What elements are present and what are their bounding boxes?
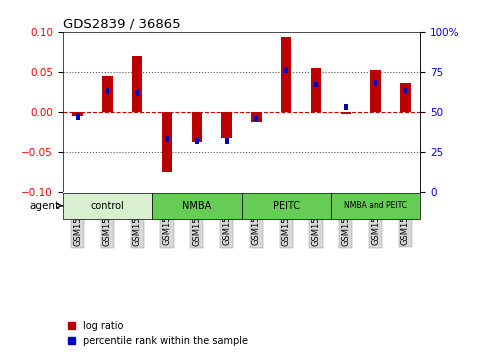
Bar	[102, 76, 113, 112]
Bar	[135, 90, 139, 96]
Bar	[314, 82, 318, 87]
Legend: log ratio, percentile rank within the sample: log ratio, percentile rank within the sa…	[68, 321, 248, 346]
Bar	[284, 68, 288, 73]
Bar	[221, 112, 232, 138]
Bar	[344, 104, 348, 110]
Bar	[195, 138, 199, 143]
Bar	[281, 38, 291, 112]
Bar	[255, 115, 258, 121]
Bar	[192, 112, 202, 142]
Bar	[105, 88, 110, 94]
Bar	[251, 112, 262, 121]
FancyBboxPatch shape	[331, 193, 420, 219]
Bar	[225, 138, 228, 143]
Text: agent: agent	[29, 201, 60, 211]
Bar	[400, 83, 411, 112]
Bar	[162, 112, 172, 172]
Bar	[311, 68, 321, 112]
FancyBboxPatch shape	[152, 193, 242, 219]
Bar	[403, 88, 407, 94]
Bar	[341, 112, 351, 114]
Text: control: control	[91, 201, 124, 211]
Bar	[165, 136, 169, 142]
FancyBboxPatch shape	[63, 193, 152, 219]
Bar	[373, 80, 378, 86]
FancyBboxPatch shape	[242, 193, 331, 219]
Bar	[72, 112, 83, 116]
Bar	[370, 70, 381, 112]
Bar	[76, 114, 80, 120]
Text: PEITC: PEITC	[273, 201, 299, 211]
Text: NMBA and PEITC: NMBA and PEITC	[344, 201, 407, 210]
Text: NMBA: NMBA	[182, 201, 212, 211]
Text: GDS2839 / 36865: GDS2839 / 36865	[63, 18, 181, 31]
Bar	[132, 56, 142, 112]
